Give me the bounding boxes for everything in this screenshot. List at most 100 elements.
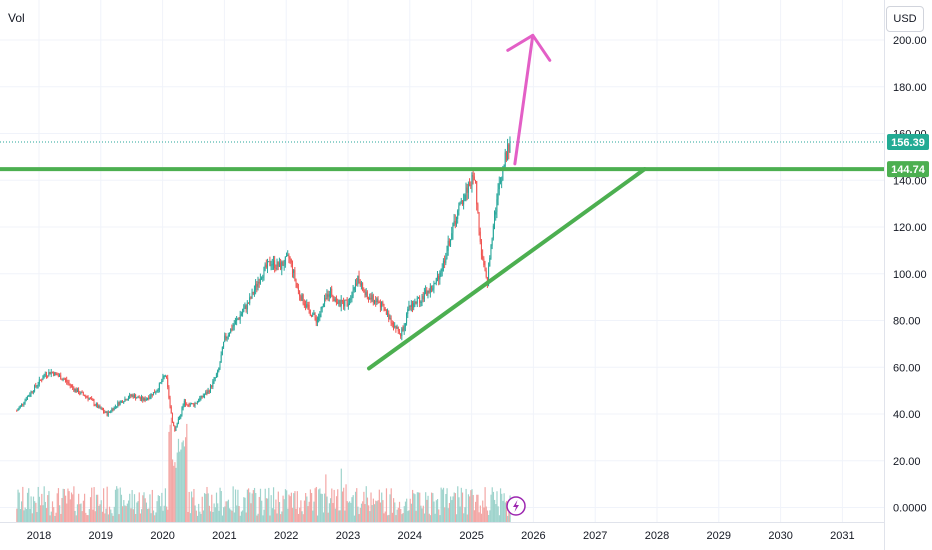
volume-bar xyxy=(436,499,439,522)
candle-body xyxy=(340,299,342,307)
volume-bar xyxy=(231,510,233,522)
volume-bar xyxy=(146,508,149,522)
candle-body xyxy=(234,320,236,325)
volume-bar xyxy=(414,494,416,522)
candle-body xyxy=(103,410,105,412)
candle-body xyxy=(441,267,443,272)
volume-bar xyxy=(98,505,100,522)
candle-body xyxy=(154,392,156,394)
candle-body xyxy=(477,204,479,213)
volume-bar xyxy=(81,511,83,522)
volume-bar xyxy=(281,511,283,522)
candle-body xyxy=(301,294,303,301)
candle-body xyxy=(244,305,246,309)
candle-body xyxy=(465,187,467,195)
volume-bar xyxy=(57,488,60,522)
currency-button[interactable]: USD xyxy=(886,6,924,32)
volume-bar xyxy=(339,510,341,522)
candle-body xyxy=(494,214,496,226)
time-tick-label: 2030 xyxy=(768,530,792,542)
candle-body xyxy=(45,374,47,376)
volume-bar xyxy=(403,506,405,522)
volume-bar xyxy=(469,496,471,522)
candle-body xyxy=(369,297,371,300)
candle-body xyxy=(379,302,381,308)
candle-body xyxy=(269,261,271,266)
candle-body xyxy=(107,411,109,416)
candle-body xyxy=(333,297,335,302)
candle-body xyxy=(314,313,316,318)
candle-body xyxy=(262,276,264,278)
candle-body xyxy=(211,385,213,387)
candle-body xyxy=(186,404,188,406)
candle-body xyxy=(194,403,196,406)
candle-body xyxy=(320,308,322,315)
volume-bar xyxy=(103,488,105,522)
volume-bar xyxy=(465,488,467,522)
volume-bar xyxy=(314,488,316,522)
volume-bar xyxy=(357,506,359,522)
volume-bar xyxy=(186,423,188,522)
volume-bar xyxy=(371,505,373,522)
volume-bar xyxy=(276,513,278,522)
volume-bar xyxy=(62,488,64,522)
volume-bar xyxy=(453,492,455,522)
candle-body xyxy=(66,379,68,382)
candle-body xyxy=(16,410,18,412)
candle-body xyxy=(164,375,166,377)
volume-bar xyxy=(72,494,74,522)
volume-bar xyxy=(331,488,333,522)
volume-bar xyxy=(223,507,225,522)
volume-bar xyxy=(198,503,200,522)
candle-body xyxy=(351,296,353,299)
volume-bar xyxy=(194,505,196,522)
candle-body xyxy=(226,336,228,339)
volume-bar xyxy=(301,511,303,522)
candle-body xyxy=(129,394,131,398)
candle-body xyxy=(274,260,276,269)
volume-bar xyxy=(158,496,161,522)
candle-body xyxy=(387,313,389,315)
volume-bar xyxy=(238,506,240,522)
candle-body xyxy=(101,408,103,411)
candle-body xyxy=(502,169,504,181)
volume-bar xyxy=(61,497,63,522)
candle-body xyxy=(326,294,328,299)
volume-label: Vol xyxy=(8,11,25,25)
volume-bar xyxy=(391,512,394,522)
volume-bar xyxy=(92,509,94,522)
volume-bar xyxy=(67,488,69,522)
volume-bar xyxy=(504,502,506,522)
candle-body xyxy=(461,200,463,205)
candle-body xyxy=(215,374,217,378)
volume-bar xyxy=(390,488,392,522)
volume-bar xyxy=(356,488,358,522)
volume-bar xyxy=(29,508,31,522)
volume-bar xyxy=(49,515,51,522)
volume-bar xyxy=(152,510,155,522)
volume-bar xyxy=(154,515,156,522)
volume-bar xyxy=(150,513,152,522)
volume-bar xyxy=(408,510,410,522)
candle-body xyxy=(287,254,289,256)
volume-bar xyxy=(91,487,93,522)
volume-bar xyxy=(258,496,260,522)
candle-body xyxy=(171,413,173,423)
volume-bar xyxy=(454,493,456,522)
volume-bar xyxy=(162,510,164,522)
volume-bar xyxy=(139,513,142,522)
candle-body xyxy=(105,411,107,413)
volume-bar xyxy=(351,497,353,522)
volume-bar xyxy=(66,503,68,522)
candle-body xyxy=(252,291,254,294)
volume-bar xyxy=(422,505,424,522)
volume-bar xyxy=(303,500,306,522)
candle-body xyxy=(414,301,416,304)
volume-bar xyxy=(282,495,284,522)
candle-body xyxy=(111,409,113,412)
candle-body xyxy=(32,391,34,393)
candle-body xyxy=(155,392,157,394)
volume-bar xyxy=(375,500,377,522)
volume-bar xyxy=(151,489,153,522)
